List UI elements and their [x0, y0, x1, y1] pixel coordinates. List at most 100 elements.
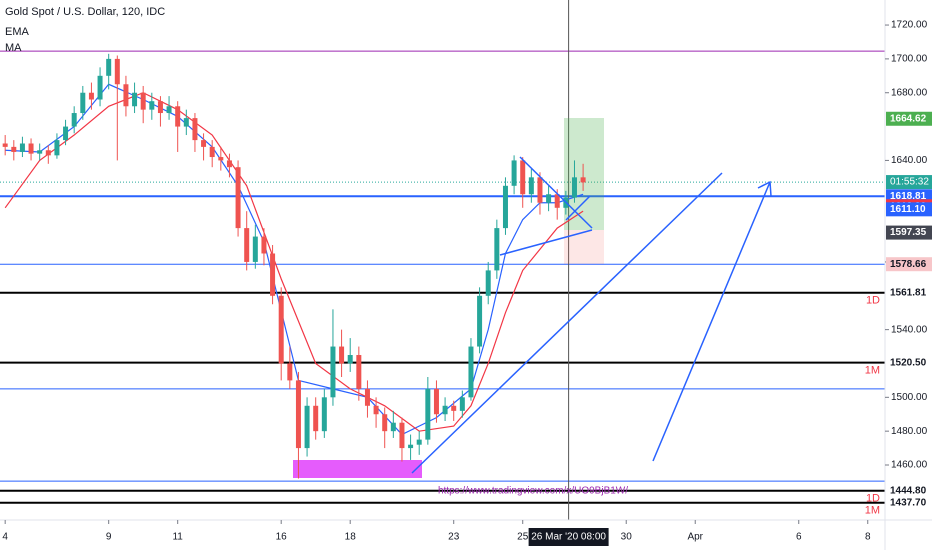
price-label-box	[886, 111, 932, 126]
price-label-box	[886, 257, 932, 272]
y-tick-label: 1720.00	[891, 20, 928, 31]
x-tick-label: Apr	[687, 532, 703, 543]
candle-body	[244, 228, 250, 262]
candle-body	[11, 146, 17, 152]
candle-body	[209, 146, 215, 158]
x-tick-label: 11	[172, 532, 183, 543]
price-label-box	[886, 495, 932, 510]
price-label: 1578.66	[890, 259, 927, 270]
candle-body	[270, 253, 276, 296]
x-tick-label: 25	[517, 532, 529, 543]
candle-body	[252, 236, 258, 262]
y-tick-label: 1540.00	[891, 324, 928, 335]
candle-body	[54, 140, 60, 156]
candle-body	[235, 167, 241, 229]
drawings	[411, 156, 772, 474]
candles	[2, 53, 586, 479]
candle-body	[192, 118, 198, 141]
price-label: 1664.62	[890, 113, 927, 124]
candle-body	[321, 397, 327, 432]
candle-body	[149, 101, 155, 110]
candle-body	[390, 422, 396, 432]
countdown-box	[886, 175, 932, 190]
candle-body	[106, 58, 112, 76]
indicator-name: MA	[5, 42, 22, 54]
level-tag: 1M	[865, 505, 880, 517]
candle-body	[63, 126, 69, 141]
chart-title: Gold Spot / U.S. Dollar, 120, IDC	[5, 6, 165, 18]
candle-body	[459, 397, 465, 411]
candle-body	[183, 118, 189, 127]
price-label-box	[886, 225, 932, 240]
axes: 1460.001480.001500.001540.001580.001640.…	[2, 20, 932, 546]
candle-body	[528, 177, 534, 195]
candle-body	[157, 101, 163, 114]
candle-body	[416, 439, 422, 445]
candle-body	[347, 355, 353, 364]
price-label: 1437.70	[890, 497, 927, 508]
candle-body	[339, 346, 345, 364]
candle-body	[408, 444, 414, 449]
candle-body	[97, 75, 103, 100]
candle-body	[261, 236, 267, 254]
candle-body	[502, 185, 508, 229]
crosshair-label-box	[528, 528, 609, 546]
candle-body	[19, 143, 25, 152]
candle-body	[175, 106, 181, 127]
candle-body	[45, 150, 51, 156]
candle-body	[451, 405, 457, 411]
price-label-box	[886, 285, 932, 300]
trend-line	[411, 172, 723, 474]
candle-body	[356, 355, 362, 389]
price-label: 1444.80	[890, 485, 927, 496]
triangle-upper	[519, 156, 593, 229]
candle-body	[330, 346, 336, 398]
arrow-line	[652, 181, 771, 462]
candle-body	[140, 92, 146, 110]
y-tick-label: 1680.00	[891, 87, 928, 98]
price-label: 1597.35	[890, 227, 927, 238]
candle-body	[571, 177, 577, 198]
candle-body	[494, 228, 500, 271]
candle-body	[304, 405, 310, 449]
price-label: 1618.81	[890, 191, 927, 202]
price-label: 1520.50	[890, 357, 927, 368]
y-tick-label: 1500.00	[891, 392, 928, 403]
candle-body	[382, 414, 388, 432]
price-label-box	[886, 202, 932, 217]
candle-body	[373, 405, 379, 415]
candle-body	[546, 194, 552, 203]
candle-body	[218, 157, 224, 161]
candle-body	[433, 388, 439, 415]
candle-body	[399, 422, 405, 449]
candle-body	[278, 295, 284, 364]
candle-body	[226, 160, 232, 168]
candle-body	[520, 160, 526, 195]
price-label: 1561.81	[890, 287, 927, 298]
candle-body	[364, 388, 370, 406]
candle-body	[2, 143, 8, 147]
countdown: 01:55:32	[890, 177, 929, 188]
candle-body	[71, 113, 77, 127]
candle-body	[442, 405, 448, 415]
candle-body	[123, 84, 129, 107]
long-target-box	[564, 118, 604, 230]
candle-body	[28, 143, 34, 154]
candle-body	[537, 177, 543, 203]
candle-body	[580, 177, 586, 183]
x-tick-label: 23	[448, 532, 460, 543]
candle-body	[468, 346, 474, 398]
x-tick-label: 6	[796, 532, 802, 543]
watermark: https://www.tradingview.com/x/UO9BjB1W/	[438, 486, 628, 497]
candle-body	[37, 150, 43, 154]
y-tick-label: 1700.00	[891, 54, 928, 65]
x-tick-label: 9	[106, 532, 112, 543]
price-label-box	[886, 355, 932, 370]
price-label: 1611.10	[890, 204, 926, 215]
candle-body	[485, 270, 491, 296]
triangle-lower	[499, 229, 593, 256]
y-tick-label: 1640.00	[891, 155, 928, 166]
x-tick-label: 8	[865, 532, 871, 543]
